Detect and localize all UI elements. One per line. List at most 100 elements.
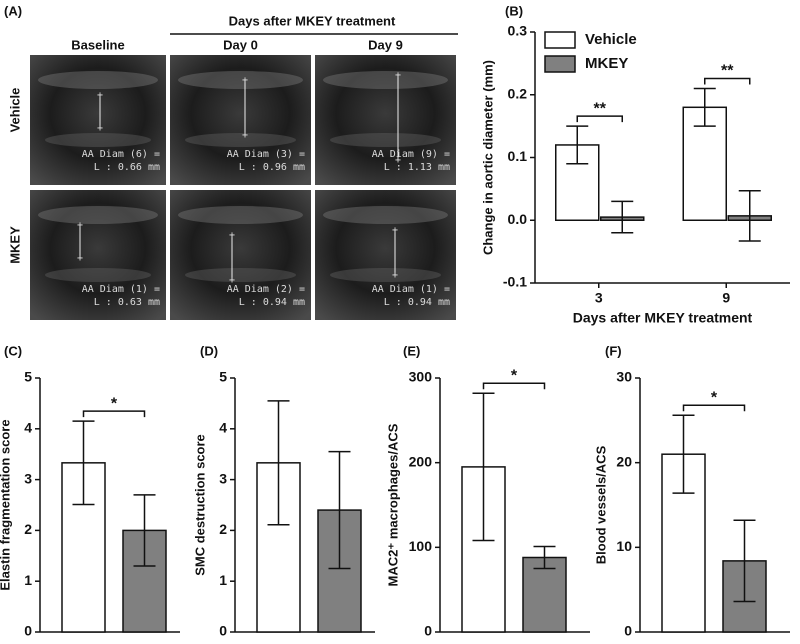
error-bar xyxy=(267,400,290,526)
significance-label: * xyxy=(711,389,718,406)
x-axis-label: Days after MKEY treatment xyxy=(573,310,753,326)
y-axis-label: Change in aortic diameter (mm) xyxy=(480,60,495,255)
measurement: L : 1.13 mm xyxy=(384,162,450,173)
significance-label: * xyxy=(511,367,518,384)
legend-swatch xyxy=(544,31,576,49)
measurement: L : 0.66 mm xyxy=(94,162,160,173)
error-bar xyxy=(566,125,589,165)
y-tick-label: 1 xyxy=(24,572,32,588)
y-tick-label: 0 xyxy=(24,623,32,639)
significance-bracket xyxy=(682,404,746,412)
panel-label: (F) xyxy=(605,343,622,358)
column-label: Day 0 xyxy=(223,37,258,52)
y-tick-label: 0.3 xyxy=(508,23,528,39)
y-tick-label: 0.2 xyxy=(508,85,528,101)
ultrasound-image xyxy=(315,55,456,185)
measurement: L : 0.63 mm xyxy=(94,297,160,308)
ultrasound-image xyxy=(170,190,311,320)
bar xyxy=(522,556,567,633)
tissue-band xyxy=(185,133,296,147)
x-tick-label: 3 xyxy=(595,290,603,306)
y-tick-label: 2 xyxy=(24,521,32,537)
tissue-band xyxy=(178,206,303,224)
ultrasound-image xyxy=(170,55,311,185)
y-tick-label: 100 xyxy=(409,538,433,554)
y-axis-label: Blood vessels/ACS xyxy=(593,445,608,564)
tissue-band xyxy=(323,71,448,89)
legend-swatch xyxy=(544,55,576,73)
y-axis-label: Elastin fragmentation score xyxy=(0,419,12,590)
x-tick-label: 9 xyxy=(722,290,730,306)
y-tick-label: 3 xyxy=(219,470,227,486)
ultrasound-image xyxy=(30,190,166,320)
panel-label: (C) xyxy=(4,343,22,358)
y-tick-label: 200 xyxy=(409,453,433,469)
legend-label: MKEY xyxy=(585,55,628,72)
caliper-end: + xyxy=(395,155,401,166)
caliper-end: + xyxy=(77,220,83,231)
y-tick-label: 0 xyxy=(624,623,632,639)
error-bar xyxy=(693,87,716,127)
panel-label: (B) xyxy=(505,3,523,18)
panel-label: (A) xyxy=(4,3,22,18)
caliper-end: + xyxy=(392,225,398,236)
column-label: Day 9 xyxy=(368,37,403,52)
tissue-band xyxy=(330,268,441,282)
error-bar xyxy=(328,450,351,570)
legend-label: Vehicle xyxy=(585,31,637,48)
significance-bracket xyxy=(576,115,623,123)
tissue-band xyxy=(45,268,151,282)
error-bar xyxy=(133,494,156,567)
y-tick-label: 1 xyxy=(219,572,227,588)
significance-label: ** xyxy=(594,100,607,117)
y-tick-label: 5 xyxy=(219,369,227,385)
measurement: AA Diam (6) = xyxy=(82,149,160,160)
caliper-end: + xyxy=(229,230,235,241)
error-bar xyxy=(533,545,556,570)
y-axis-label: SMC destruction score xyxy=(192,434,207,576)
y-axis-label: MAC2⁺ macrophages/ACS xyxy=(385,423,400,586)
y-tick-label: 0.1 xyxy=(508,148,528,164)
caliper-end: + xyxy=(242,75,248,86)
tissue-band xyxy=(178,71,303,89)
y-tick-label: 30 xyxy=(616,369,632,385)
caliper-end: + xyxy=(395,70,401,81)
tissue-band xyxy=(45,133,151,147)
measurement: L : 0.94 mm xyxy=(384,297,450,308)
y-tick-label: -0.1 xyxy=(503,274,527,290)
measurement: AA Diam (1) = xyxy=(82,284,160,295)
y-tick-label: 10 xyxy=(616,538,632,554)
measurement: L : 0.94 mm xyxy=(239,297,305,308)
tissue-band xyxy=(38,71,158,89)
y-tick-label: 0.0 xyxy=(508,211,528,227)
error-bar xyxy=(738,190,761,242)
tissue-band xyxy=(185,268,296,282)
significance-label: * xyxy=(111,395,118,412)
panel-label: (D) xyxy=(200,343,218,358)
significance-bracket xyxy=(82,410,146,418)
tissue-band xyxy=(323,206,448,224)
significance-bracket xyxy=(482,382,546,390)
measurement: AA Diam (2) = xyxy=(227,284,305,295)
row-label: MKEY xyxy=(7,226,22,264)
measurement: AA Diam (1) = xyxy=(372,284,450,295)
tissue-band xyxy=(38,206,158,224)
significance-label: ** xyxy=(721,63,734,80)
row-label: Vehicle xyxy=(7,88,22,133)
y-tick-label: 0 xyxy=(219,623,227,639)
y-tick-label: 20 xyxy=(616,453,632,469)
caliper-end: + xyxy=(392,270,398,281)
y-tick-label: 300 xyxy=(409,369,433,385)
panel-label: (E) xyxy=(403,343,420,358)
measurement: AA Diam (3) = xyxy=(227,149,305,160)
y-tick-label: 4 xyxy=(24,420,32,436)
error-bar xyxy=(672,414,695,494)
caliper-end: + xyxy=(242,130,248,141)
ultrasound-image xyxy=(30,55,166,185)
caliper-end: + xyxy=(97,123,103,134)
error-bar xyxy=(472,392,495,542)
header: Days after MKEY treatment xyxy=(229,13,396,28)
y-tick-label: 4 xyxy=(219,420,227,436)
column-label: Baseline xyxy=(71,37,124,52)
